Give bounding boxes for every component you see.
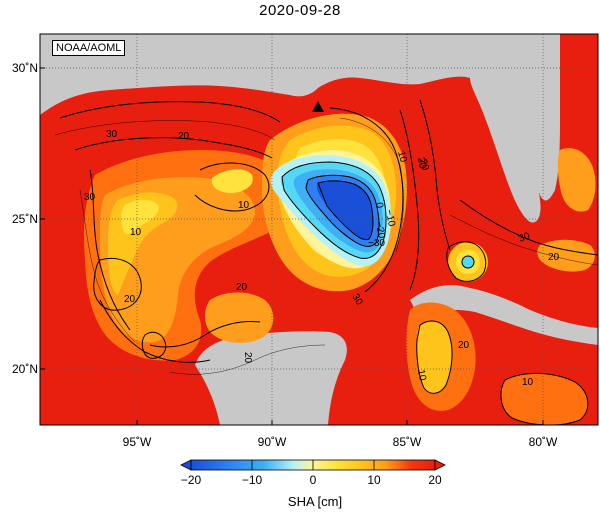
plot-frame [39, 33, 599, 426]
sha-region-orange-far-east [557, 148, 596, 212]
lon-label: 90˚W [257, 435, 287, 449]
colorbar-tick-label: 10 [367, 473, 381, 487]
florida-east-land [505, 34, 560, 199]
colorbar-tick-label: −10 [241, 473, 263, 487]
lon-label: 85˚W [392, 435, 422, 449]
contour-lines [59, 99, 598, 425]
triangle-marker-icon [312, 101, 324, 112]
colorbar-tick-label: 0 [309, 473, 317, 487]
contour-label: −30 [368, 238, 385, 249]
contour-label: 30 [349, 292, 364, 308]
yucatan-land [195, 331, 347, 425]
tick-marks [40, 67, 544, 425]
contour-label: 10 [130, 227, 142, 238]
contour-label: 20 [415, 157, 428, 170]
colorbar-tick-label: 20 [428, 473, 442, 487]
lon-label: 80˚W [528, 435, 558, 449]
colorbar [180, 459, 446, 471]
eddy-core [461, 255, 475, 269]
contour-label: 20 [124, 294, 136, 305]
contour-label: 10 [522, 377, 534, 388]
sha-region-darkblue [317, 180, 373, 240]
florida-land [470, 72, 541, 223]
cuba-land [410, 285, 598, 345]
contour-label: 20 [548, 252, 560, 263]
colorbar-low-arrow-icon [180, 459, 192, 471]
lat-label: 20˚N [11, 362, 38, 376]
contour-label: 20 [417, 158, 431, 172]
grid-lines [40, 34, 598, 425]
contour-label: 30 [517, 231, 532, 245]
sha-region-yellow-north [211, 169, 253, 193]
sha-region-orange-south [204, 292, 274, 343]
contour-label: 0 [373, 202, 385, 210]
contour-label: −10 [383, 209, 397, 228]
contour-label: 10 [395, 150, 409, 164]
contour-label: 20 [178, 131, 190, 142]
contour-label: 30 [84, 192, 96, 203]
colorbar-high-arrow-icon [434, 459, 446, 471]
sha-region-orange-southeast [500, 373, 588, 425]
lat-label: 25˚N [11, 212, 38, 226]
contour-label: 30 [106, 129, 118, 140]
minor-contours [54, 117, 598, 375]
colorbar-ticks [251, 460, 375, 470]
contour-label: −20 [373, 221, 387, 240]
lat-label: 30˚N [11, 61, 38, 75]
sha-region-yellow-west [121, 199, 159, 235]
sha-region-orange-strip [537, 239, 595, 272]
colorbar-title: SHA [cm] [287, 494, 343, 509]
contour-label: 20 [242, 352, 253, 364]
lon-label: 95˚W [122, 435, 152, 449]
contour-label: 10 [415, 369, 428, 382]
credit-label: NOAA/AOML [52, 40, 126, 56]
contour-label: 20 [458, 340, 470, 351]
contour-label: 10 [238, 200, 250, 211]
contour-label-group: 30 20 10 0 −10 −20 −30 10 20 30 20 10 30… [84, 129, 560, 388]
colorbar-tick-label: −20 [180, 473, 202, 487]
map-title: 2020-09-28 [259, 2, 341, 19]
contour-label: 20 [236, 282, 248, 293]
sha-region-gold-east [416, 320, 453, 394]
